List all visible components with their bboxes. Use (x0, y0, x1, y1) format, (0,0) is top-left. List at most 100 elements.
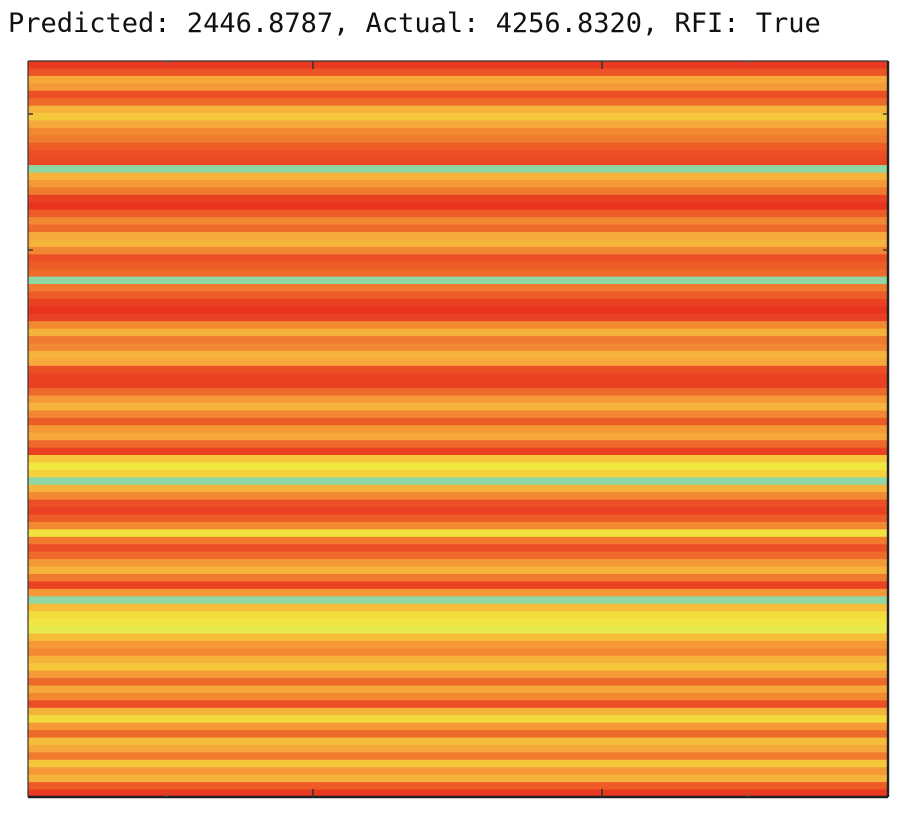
heatmap-row (28, 313, 888, 322)
heatmap-row (28, 432, 888, 441)
heatmap-row (28, 581, 888, 590)
heatmap-row (28, 306, 888, 315)
heatmap-row (28, 217, 888, 226)
heatmap-row (28, 127, 888, 136)
heatmap-row (28, 395, 888, 404)
x-ticks-top (165, 61, 749, 69)
heatmap-row (28, 98, 888, 107)
heatmap-row (28, 165, 888, 174)
heatmap-row (28, 477, 888, 486)
heatmap-row (28, 752, 888, 761)
heatmap-row (28, 544, 888, 553)
heatmap-row (28, 83, 888, 92)
heatmap-row (28, 402, 888, 412)
heatmap-row (28, 670, 888, 679)
heatmap-row (28, 700, 888, 709)
heatmap-row (28, 440, 888, 449)
heatmap-row (28, 655, 888, 664)
heatmap-row (28, 737, 888, 746)
heatmap-row (28, 678, 888, 687)
heatmap-row (28, 231, 888, 241)
heatmap-row (28, 68, 888, 77)
heatmap-row (28, 194, 888, 203)
heatmap-row (28, 722, 888, 731)
heatmap-row (28, 179, 888, 188)
heatmap-row (28, 640, 888, 649)
x-ticks-bottom (165, 789, 749, 797)
heatmap-row (28, 707, 888, 716)
heatmap-row (28, 239, 888, 248)
heatmap-row (28, 75, 888, 84)
heatmap-row (28, 284, 888, 293)
heatmap-row (28, 254, 888, 263)
heatmap-row (28, 715, 888, 724)
heatmap-row (28, 105, 888, 114)
heatmap-row (28, 767, 888, 776)
heatmap-row (28, 692, 888, 701)
heatmap-row (28, 573, 888, 582)
heatmap-row (28, 350, 888, 359)
heatmap-row (28, 663, 888, 672)
heatmap-row (28, 484, 888, 493)
heatmap-row (28, 596, 888, 605)
heatmap-row (28, 499, 888, 508)
heatmap-row (28, 224, 888, 233)
heatmap-row (28, 514, 888, 523)
heatmap-row (28, 633, 888, 642)
heatmap-row (28, 425, 888, 434)
heatmap-row (28, 150, 888, 159)
heatmap-row (28, 685, 888, 694)
heatmap-row (28, 380, 888, 389)
heatmap-row (28, 187, 888, 196)
heatmap-row (28, 626, 888, 635)
heatmap-row (28, 276, 888, 285)
heatmap-row (28, 388, 888, 397)
heatmap-row (28, 789, 888, 798)
heatmap-row (28, 551, 888, 560)
heatmap-row (28, 328, 888, 337)
heatmap-row (28, 462, 888, 471)
heatmap-row (28, 588, 888, 597)
chart-title: Predicted: 2446.8787, Actual: 4256.8320,… (8, 8, 821, 39)
heatmap-row (28, 269, 888, 278)
heatmap-row (28, 417, 888, 426)
heatmap-cells (28, 61, 888, 798)
heatmap-row (28, 469, 888, 478)
heatmap-row (28, 246, 888, 255)
heatmap-row (28, 120, 888, 129)
heatmap-row (28, 343, 888, 352)
heatmap-row (28, 782, 888, 791)
heatmap-row (28, 759, 888, 768)
heatmap-row (28, 157, 888, 166)
heatmap-row (28, 559, 888, 568)
heatmap-row (28, 113, 888, 122)
heatmap-row (28, 774, 888, 783)
heatmap-row (28, 648, 888, 657)
heatmap-row (28, 142, 888, 151)
heatmap-row (28, 611, 888, 620)
heatmap-row (28, 172, 888, 181)
heatmap-row (28, 744, 888, 753)
heatmap-row (28, 603, 888, 612)
heatmap-row (28, 336, 888, 345)
heatmap-row (28, 321, 888, 330)
heatmap-row (28, 447, 888, 456)
heatmap-row (28, 507, 888, 516)
heatmap-row (28, 90, 888, 99)
heatmap-row (28, 492, 888, 501)
heatmap-row (28, 536, 888, 545)
heatmap-row (28, 455, 888, 464)
heatmap-row (28, 261, 888, 270)
heatmap-row (28, 202, 888, 211)
heatmap-row (28, 358, 888, 367)
heatmap-row (28, 209, 888, 218)
heatmap-row (28, 291, 888, 300)
heatmap-row (28, 730, 888, 739)
heatmap-row (28, 373, 888, 382)
heatmap-row (28, 566, 888, 575)
heatmap-row (28, 61, 888, 70)
heatmap-row (28, 521, 888, 530)
heatmap-row (28, 365, 888, 374)
heatmap-row (28, 410, 888, 419)
heatmap-row (28, 618, 888, 627)
